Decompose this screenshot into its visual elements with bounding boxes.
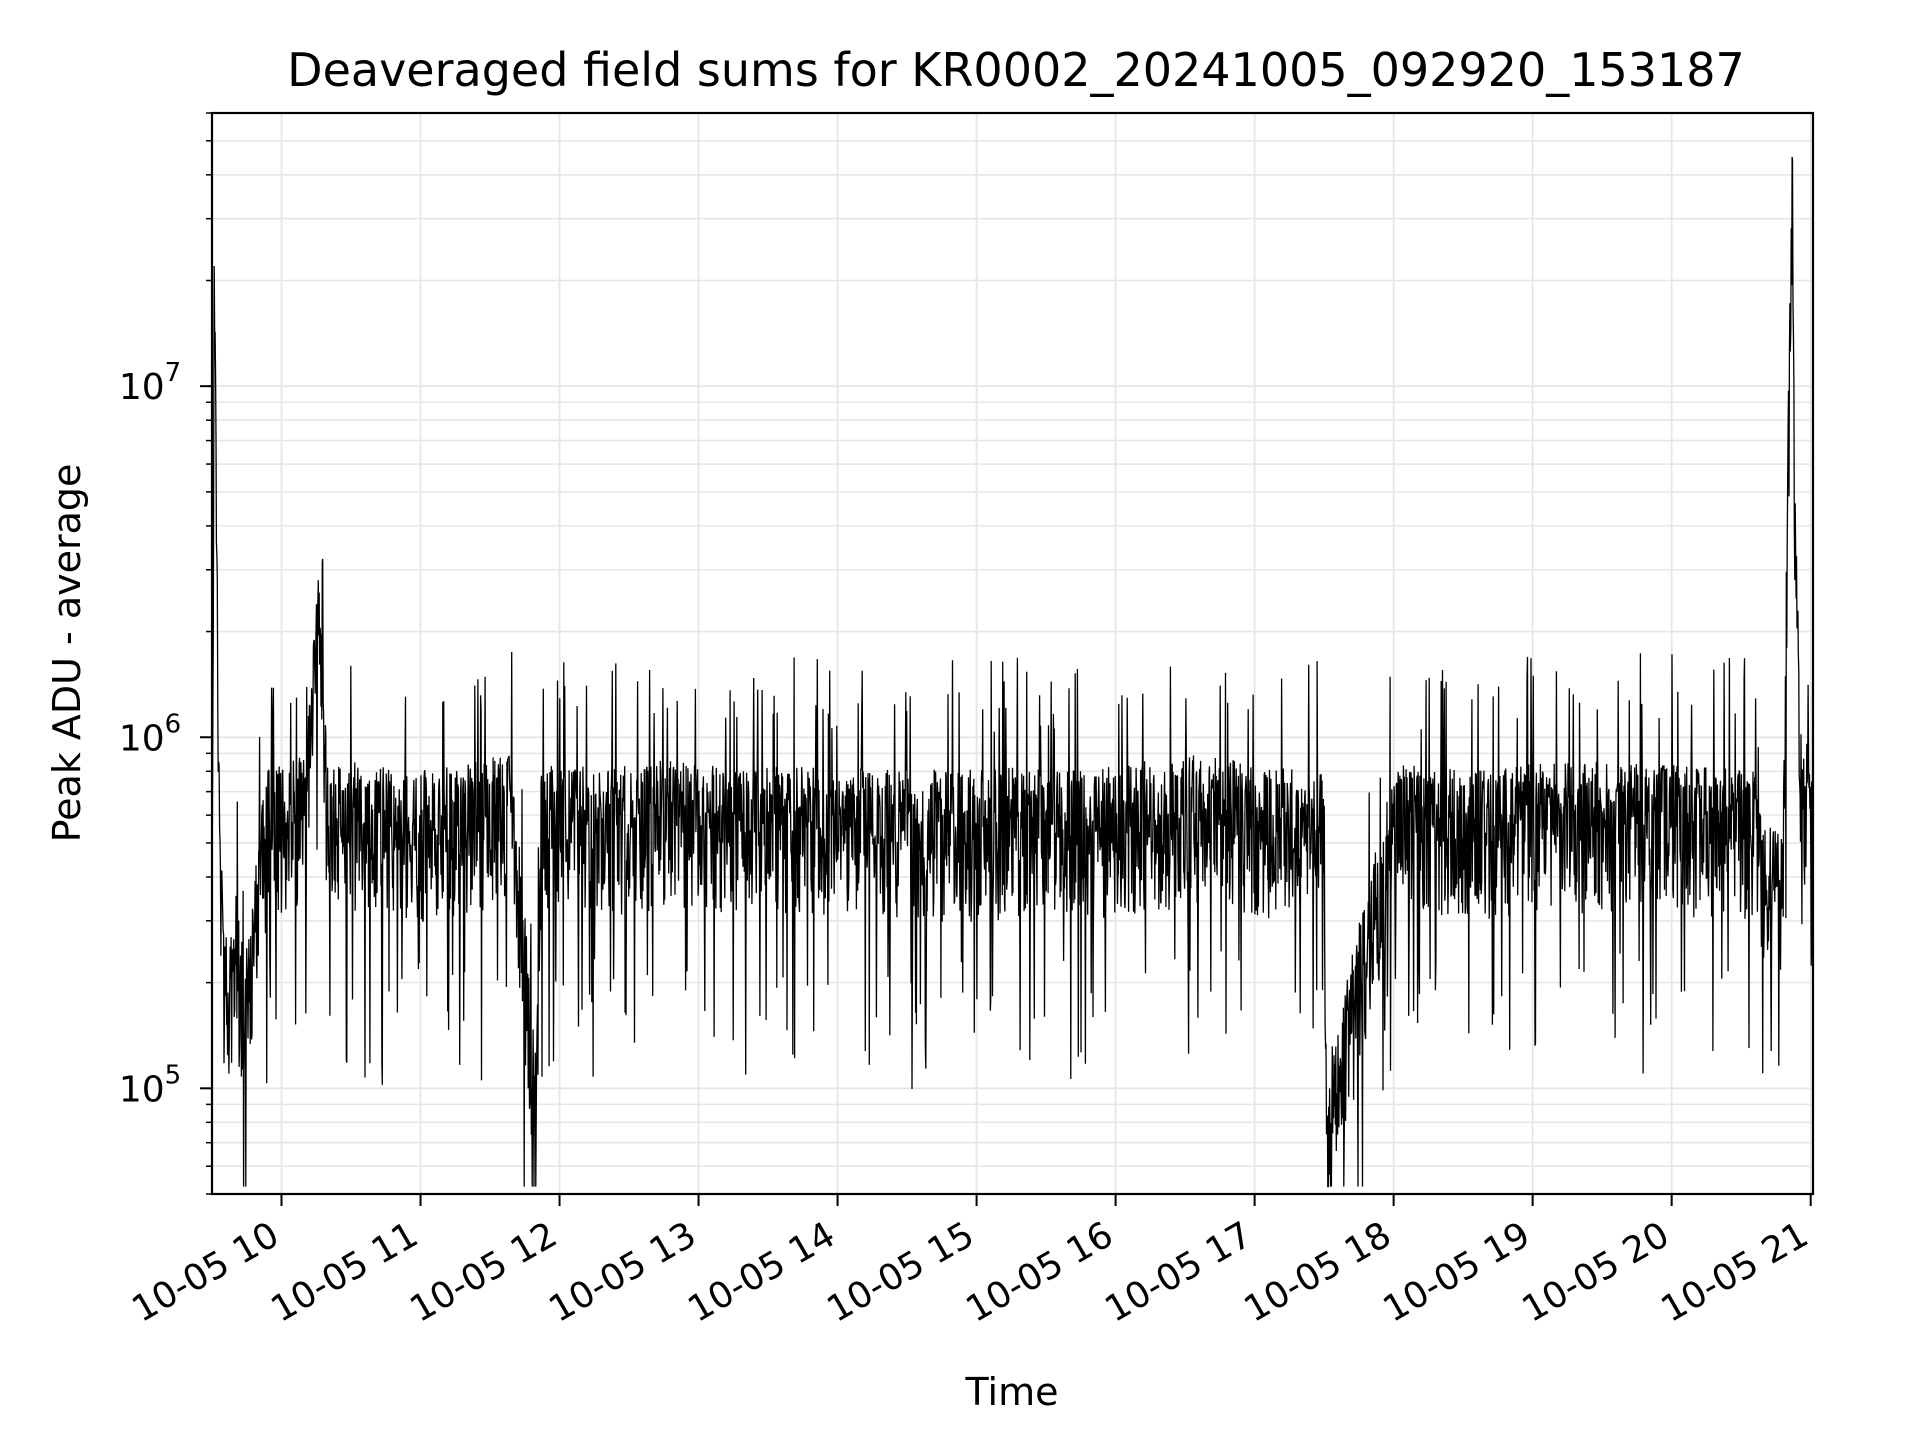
- x-tick-label: 10-05 17: [1098, 1214, 1259, 1330]
- y-tick-exponent: 6: [165, 709, 182, 739]
- x-tick-label: 10-05 12: [403, 1214, 564, 1330]
- x-tick-label: 10-05 14: [681, 1214, 842, 1330]
- y-tick-label: 105: [119, 1060, 181, 1110]
- y-tick-exponent: 7: [165, 358, 182, 388]
- x-tick-label: 10-05 18: [1237, 1214, 1398, 1330]
- x-tick-label: 10-05 16: [959, 1214, 1120, 1330]
- x-tick-label: 10-05 19: [1376, 1214, 1537, 1330]
- y-axis-label: Peak ADU - average: [45, 464, 89, 843]
- plot-frame: [210, 111, 1815, 1196]
- series-line: [211, 156, 1814, 1188]
- y-tick-label: 107: [119, 358, 181, 408]
- x-tick-label: 10-05 15: [820, 1214, 981, 1330]
- y-tick-exponent: 5: [165, 1060, 182, 1090]
- y-tick-label: 106: [119, 709, 181, 759]
- x-tick-label: 10-05 20: [1515, 1214, 1676, 1330]
- x-axis-label: Time: [965, 1370, 1059, 1414]
- x-tick-label: 10-05 10: [125, 1214, 286, 1330]
- grid: [212, 112, 1813, 1195]
- chart-title: Deaveraged field sums for KR0002_2024100…: [287, 43, 1745, 97]
- x-tick-label: 10-05 13: [542, 1214, 703, 1330]
- x-tick-label: 10-05 11: [264, 1214, 425, 1330]
- x-tick-label: 10-05 21: [1655, 1214, 1816, 1330]
